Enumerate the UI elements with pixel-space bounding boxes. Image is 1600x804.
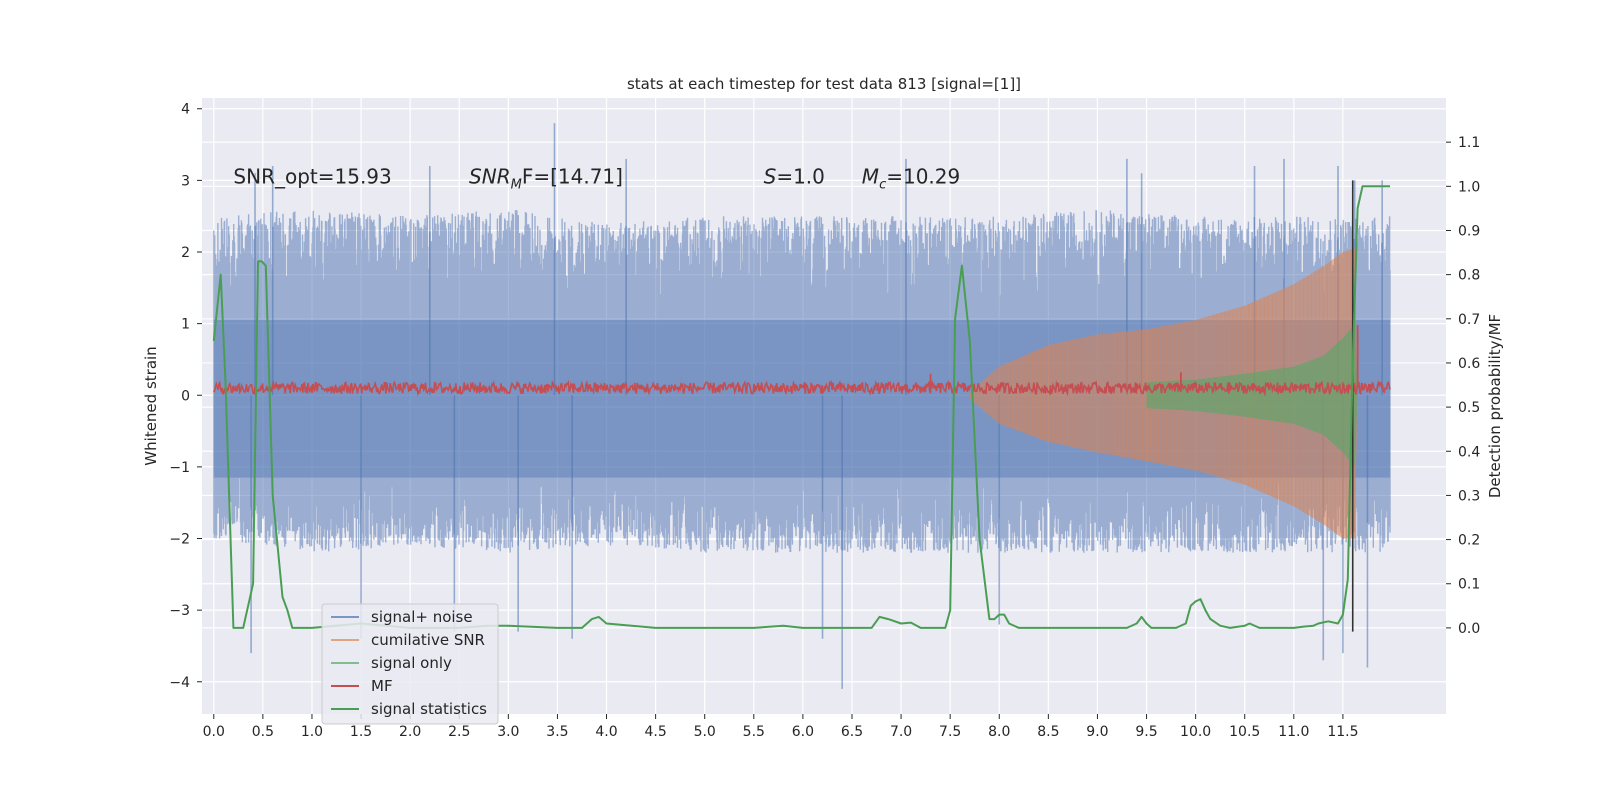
y-tick-label: −4	[169, 675, 190, 691]
y2-tick-label: 1.1	[1458, 135, 1480, 151]
y-tick-label: 0	[181, 388, 190, 404]
chart-title: stats at each timestep for test data 813…	[627, 75, 1021, 93]
annotation-3: Mc=10.29	[862, 164, 960, 192]
legend-label-2: signal only	[371, 654, 452, 672]
x-tick-label: 0.0	[203, 724, 225, 740]
y2-tick-label: 0.9	[1458, 223, 1480, 239]
y2-axis-label: Detection probability/MF	[1486, 314, 1504, 498]
y2-tick-label: 0.5	[1458, 400, 1480, 416]
x-tick-label: 10.0	[1180, 724, 1211, 740]
y-tick-label: −1	[169, 460, 190, 476]
legend-label-1: cumilative SNR	[371, 631, 485, 649]
y2-tick-label: 0.8	[1458, 268, 1480, 284]
y-tick-label: 1	[181, 317, 190, 333]
x-tick-label: 9.5	[1135, 724, 1157, 740]
annotation-0: SNR_opt=15.93	[233, 164, 391, 188]
x-tick-label: 4.5	[644, 724, 666, 740]
x-tick-label: 8.5	[1037, 724, 1059, 740]
x-tick-label: 7.0	[890, 724, 912, 740]
y-tick-label: −3	[169, 603, 190, 619]
y2-tick-label: 0.1	[1458, 577, 1480, 593]
annotation-2: S=1.0	[764, 164, 825, 188]
x-tick-label: 10.5	[1229, 724, 1260, 740]
y2-tick-label: 0.0	[1458, 621, 1480, 637]
x-tick-label: 1.5	[350, 724, 372, 740]
legend-label-0: signal+ noise	[371, 608, 473, 626]
y2-tick-label: 0.7	[1458, 312, 1480, 328]
y-axis-label: Whitened strain	[142, 346, 160, 465]
y2-tick-label: 1.0	[1458, 179, 1480, 195]
series-layer	[212, 123, 1391, 689]
annotations: SNR_opt=15.93 SNRMF=[14.71] S=1.0 Mc=10.29	[233, 164, 960, 192]
legend-label-3: MF	[371, 677, 393, 695]
legend-label-4: signal statistics	[371, 700, 487, 718]
x-tick-label: 6.0	[792, 724, 814, 740]
x-tick-label: 2.5	[448, 724, 470, 740]
x-tick-label: 8.0	[988, 724, 1010, 740]
x-tick-label: 5.0	[694, 724, 716, 740]
y2-tick-label: 0.4	[1458, 444, 1480, 460]
y2-tick-label: 0.2	[1458, 533, 1480, 549]
legend: signal+ noise cumilative SNR signal only MF…	[321, 603, 499, 725]
axes: 0.0 0.5 1.0 1.5 2.0 2.5 3.0 3.5 4.0 4.5 5.0 5.5 6.0 6…	[169, 102, 1480, 740]
x-tick-label: 7.5	[939, 724, 961, 740]
x-tick-label: 6.5	[841, 724, 863, 740]
y2-tick-label: 0.3	[1458, 488, 1480, 504]
annotation-1: SNRMF=[14.71]	[469, 164, 623, 192]
x-tick-label: 11.5	[1327, 724, 1358, 740]
x-tick-label: 4.0	[595, 724, 617, 740]
x-tick-label: 5.5	[743, 724, 765, 740]
legend-box	[321, 603, 499, 725]
y-tick-label: 4	[181, 102, 190, 118]
y-tick-label: −2	[169, 532, 190, 548]
mf-line	[213, 379, 1391, 397]
y-tick-label: 3	[181, 173, 190, 189]
signal-statistics-line	[212, 185, 1390, 629]
x-tick-label: 2.0	[399, 724, 421, 740]
x-tick-label: 0.5	[252, 724, 274, 740]
x-tick-label: 1.0	[301, 724, 323, 740]
signal-only-area	[1146, 323, 1358, 467]
x-tick-label: 3.5	[546, 724, 568, 740]
x-tick-label: 3.0	[497, 724, 519, 740]
y2-tick-label: 0.6	[1458, 356, 1480, 372]
y-tick-label: 2	[181, 245, 190, 261]
x-tick-label: 11.0	[1278, 724, 1309, 740]
x-tick-label: 9.0	[1086, 724, 1108, 740]
